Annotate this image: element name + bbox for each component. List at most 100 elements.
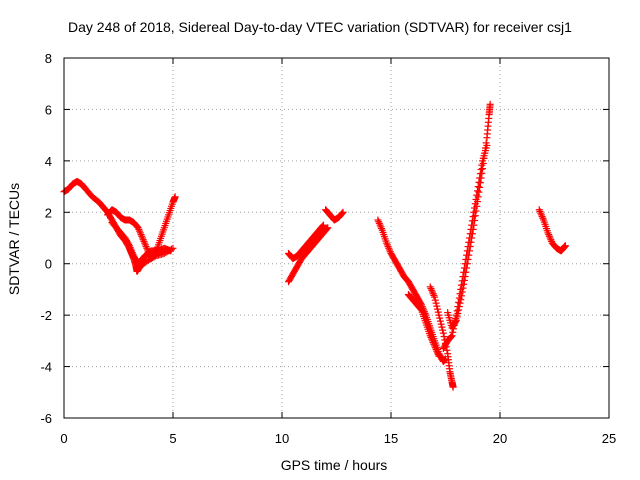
data-point bbox=[126, 243, 134, 251]
data-point bbox=[429, 290, 437, 298]
data-point bbox=[546, 234, 554, 242]
data-point bbox=[436, 314, 444, 322]
data-point bbox=[473, 191, 481, 199]
data-point bbox=[455, 306, 463, 314]
data-point bbox=[457, 281, 465, 289]
data-point bbox=[539, 214, 547, 222]
data-point bbox=[416, 304, 424, 312]
data-point bbox=[338, 210, 346, 218]
data-point bbox=[431, 344, 439, 352]
data-point bbox=[544, 229, 552, 237]
y-tick-label: 2 bbox=[45, 205, 52, 220]
data-point bbox=[447, 333, 455, 341]
x-tick-label: 10 bbox=[275, 431, 289, 446]
data-point bbox=[465, 238, 473, 246]
data-point bbox=[439, 329, 447, 337]
data-point bbox=[456, 290, 464, 298]
data-point bbox=[449, 383, 457, 391]
data-points bbox=[60, 100, 569, 391]
data-point bbox=[434, 308, 442, 316]
data-point bbox=[434, 349, 442, 357]
data-point bbox=[128, 249, 136, 257]
data-point bbox=[461, 260, 469, 268]
data-point bbox=[455, 298, 463, 306]
data-point bbox=[466, 230, 474, 238]
data-point bbox=[431, 342, 439, 350]
data-point bbox=[127, 245, 135, 253]
data-point bbox=[463, 247, 471, 255]
plot-frame bbox=[63, 57, 610, 419]
data-point bbox=[323, 225, 331, 233]
data-point bbox=[378, 225, 386, 233]
data-point bbox=[433, 302, 441, 310]
data-point bbox=[338, 209, 346, 217]
data-point bbox=[448, 332, 456, 340]
y-tick-label: 6 bbox=[45, 102, 52, 117]
data-point bbox=[452, 311, 460, 319]
data-point bbox=[476, 174, 484, 182]
data-point bbox=[385, 244, 393, 252]
data-point bbox=[430, 291, 438, 299]
data-point bbox=[434, 305, 442, 313]
data-point bbox=[468, 221, 476, 229]
data-point bbox=[545, 232, 553, 240]
data-point bbox=[447, 333, 455, 341]
data-point bbox=[319, 222, 327, 230]
data-point bbox=[469, 213, 477, 221]
data-point bbox=[141, 241, 149, 249]
data-point bbox=[431, 296, 439, 304]
data-point bbox=[432, 345, 440, 353]
data-point bbox=[136, 229, 144, 237]
data-point bbox=[437, 320, 445, 328]
data-point bbox=[375, 219, 383, 227]
data-point bbox=[471, 200, 479, 208]
data-point bbox=[453, 307, 461, 315]
data-point bbox=[449, 328, 457, 336]
data-point bbox=[374, 216, 382, 224]
data-point bbox=[167, 247, 175, 255]
data-point bbox=[143, 244, 151, 252]
data-point bbox=[383, 239, 391, 247]
data-point bbox=[472, 195, 480, 203]
data-point bbox=[384, 243, 392, 251]
x-tick-label: 15 bbox=[384, 431, 398, 446]
data-point bbox=[125, 242, 133, 250]
data-point bbox=[428, 337, 436, 345]
data-point bbox=[462, 255, 470, 263]
y-tick-label: -6 bbox=[40, 411, 52, 426]
data-point bbox=[436, 317, 444, 325]
data-point bbox=[427, 333, 435, 341]
data-point bbox=[475, 178, 483, 186]
x-tick-label: 25 bbox=[602, 431, 616, 446]
data-point bbox=[428, 288, 436, 296]
data-point bbox=[471, 204, 479, 212]
y-tick-label: -4 bbox=[40, 360, 52, 375]
data-point bbox=[547, 236, 555, 244]
data-point bbox=[318, 223, 326, 231]
data-point bbox=[128, 247, 136, 255]
data-point bbox=[450, 321, 458, 329]
data-point bbox=[140, 237, 148, 245]
data-point bbox=[383, 241, 391, 249]
data-point bbox=[458, 277, 466, 285]
y-tick-label: -2 bbox=[40, 308, 52, 323]
data-point bbox=[376, 221, 384, 229]
data-point bbox=[440, 333, 448, 341]
data-point bbox=[460, 268, 468, 276]
data-point bbox=[430, 340, 438, 348]
data-point bbox=[137, 231, 145, 239]
chart-title: Day 248 of 2018, Sidereal Day-to-day VTE… bbox=[68, 19, 572, 35]
data-point bbox=[426, 283, 434, 291]
data-point bbox=[435, 352, 443, 360]
data-point bbox=[470, 208, 478, 216]
data-point bbox=[473, 187, 481, 195]
data-point bbox=[538, 213, 546, 221]
data-point bbox=[322, 225, 330, 233]
data-point bbox=[537, 211, 545, 219]
y-tick-labels: -6 -4 -2 0 2 4 6 8 bbox=[40, 51, 52, 426]
data-point bbox=[319, 221, 327, 229]
data-point bbox=[476, 170, 484, 178]
data-point bbox=[535, 206, 543, 214]
data-point bbox=[428, 335, 436, 343]
